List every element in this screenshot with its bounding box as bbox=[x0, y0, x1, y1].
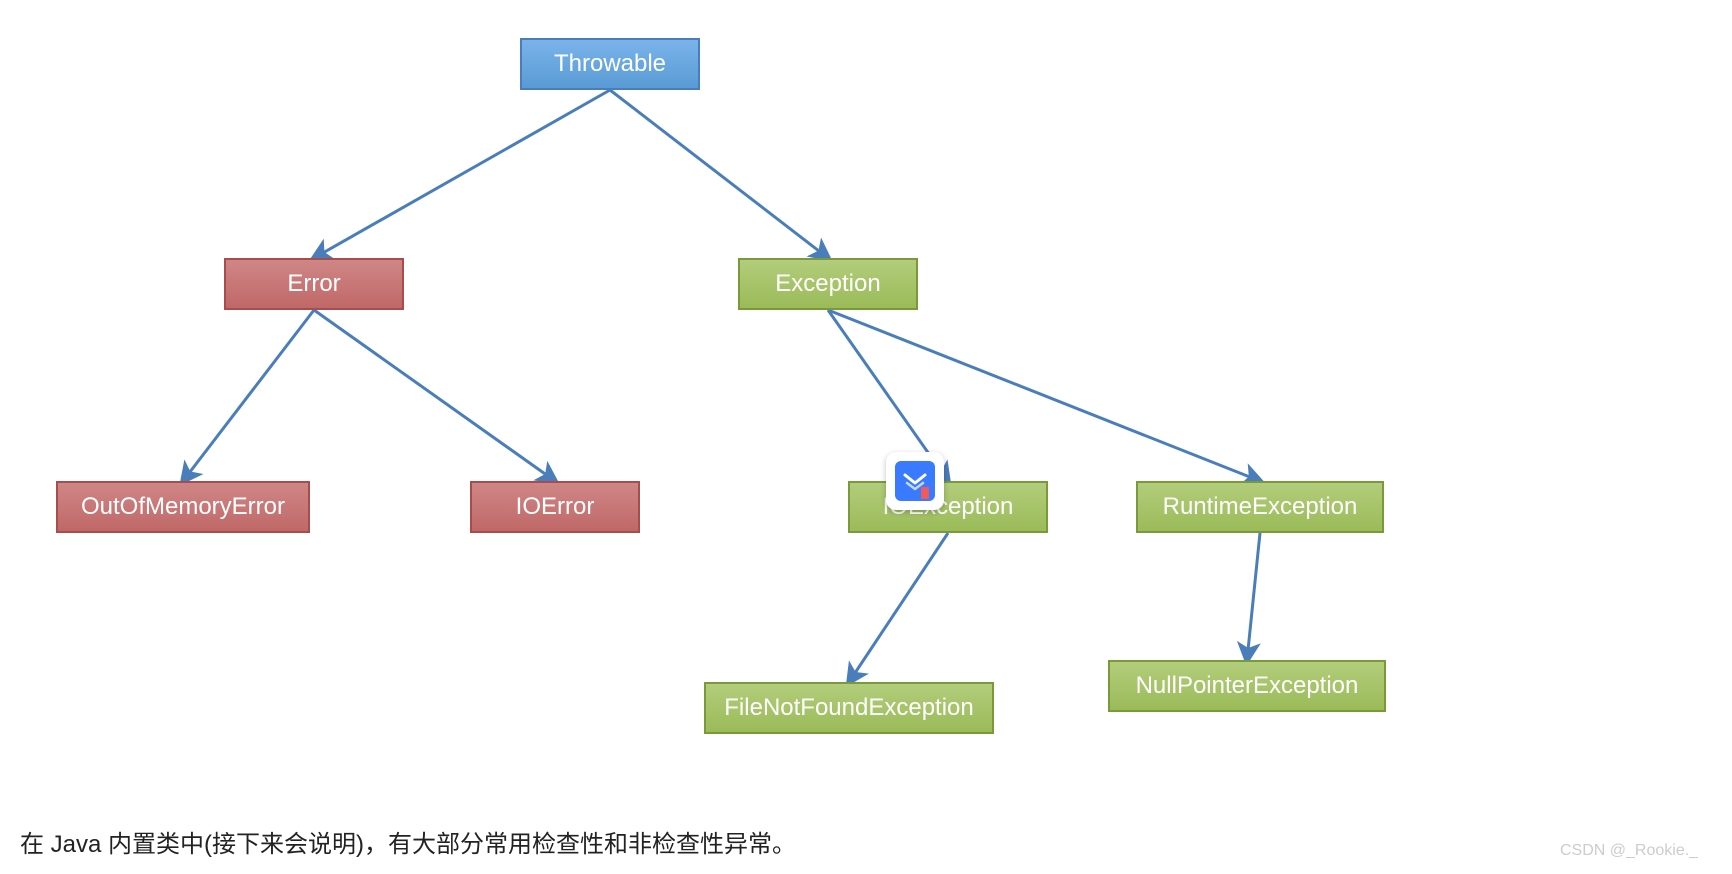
caption-text: 在 Java 内置类中(接下来会说明)，有大部分常用检查性和非检查性异常。 bbox=[20, 824, 796, 859]
node-throwable-label: Throwable bbox=[554, 50, 666, 78]
edge-error-ioerror bbox=[314, 310, 555, 481]
node-outofmemory-label: OutOfMemoryError bbox=[81, 493, 285, 521]
edge-runtimeexception-nullpointer bbox=[1247, 533, 1260, 660]
node-nullpointer: NullPointerException bbox=[1108, 660, 1386, 712]
node-exception: Exception bbox=[738, 258, 918, 310]
node-filenotfound-label: FileNotFoundException bbox=[724, 694, 973, 722]
book-app-icon bbox=[886, 452, 944, 510]
edge-error-outofmemory bbox=[183, 310, 314, 481]
chevron-1 bbox=[905, 475, 925, 483]
node-runtimeexception: RuntimeException bbox=[1136, 481, 1384, 533]
node-outofmemory: OutOfMemoryError bbox=[56, 481, 310, 533]
node-nullpointer-label: NullPointerException bbox=[1136, 672, 1359, 700]
node-throwable: Throwable bbox=[520, 38, 700, 90]
node-runtimeexception-label: RuntimeException bbox=[1163, 493, 1358, 521]
node-ioerror: IOError bbox=[470, 481, 640, 533]
bookmark-icon bbox=[921, 487, 929, 499]
edge-throwable-exception bbox=[610, 90, 828, 258]
edges-layer bbox=[0, 0, 1732, 874]
node-ioerror-label: IOError bbox=[516, 493, 595, 521]
node-error: Error bbox=[224, 258, 404, 310]
node-ioexception: IOException bbox=[848, 481, 1048, 533]
node-exception-label: Exception bbox=[775, 270, 880, 298]
node-error-label: Error bbox=[287, 270, 340, 298]
edge-throwable-error bbox=[314, 90, 610, 258]
edge-group bbox=[183, 90, 1260, 682]
book-app-icon-inner bbox=[895, 461, 935, 501]
diagram-container: Throwable Error Exception OutOfMemoryErr… bbox=[0, 0, 1732, 874]
node-filenotfound: FileNotFoundException bbox=[704, 682, 994, 734]
watermark-text: CSDN @_Rookie._ bbox=[1560, 842, 1698, 860]
edge-ioexception-filenotfound bbox=[849, 533, 948, 682]
book-chevrons-icon bbox=[895, 461, 935, 501]
